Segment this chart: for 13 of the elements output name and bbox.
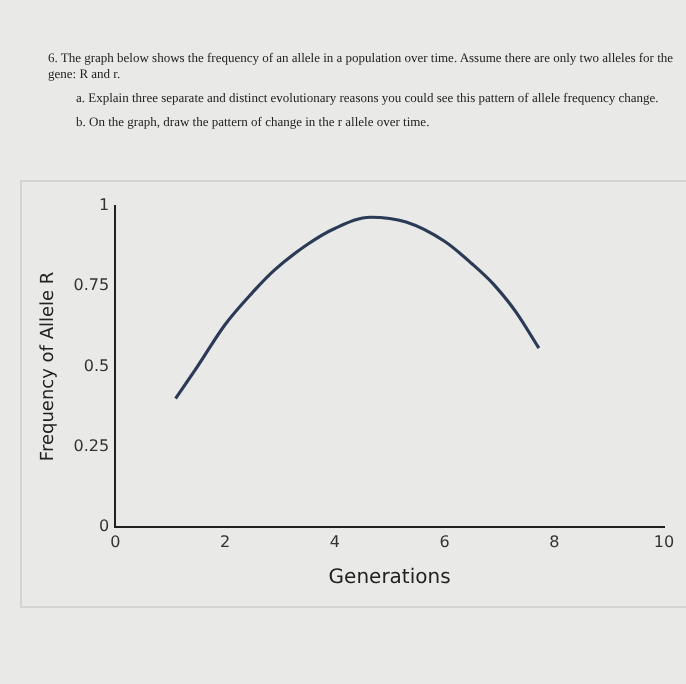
y-tick-label: 0 (99, 516, 110, 535)
x-tick-label: 10 (653, 532, 675, 551)
x-tick-label: 6 (439, 532, 450, 551)
x-tick-label: 2 (219, 532, 231, 551)
y-tick-label: 1 (99, 196, 110, 215)
line-series (173, 215, 541, 401)
y-tick-label: 0.5 (83, 356, 110, 375)
y-tick-label: 0.25 (73, 436, 110, 455)
y-axis-title: Frequency of Allele R (39, 271, 60, 462)
x-axis-title: Generations (328, 567, 451, 590)
x-tick-label: 8 (549, 532, 560, 551)
x-tick-label: 4 (329, 532, 340, 551)
y-tick-label: 0.75 (73, 276, 110, 295)
